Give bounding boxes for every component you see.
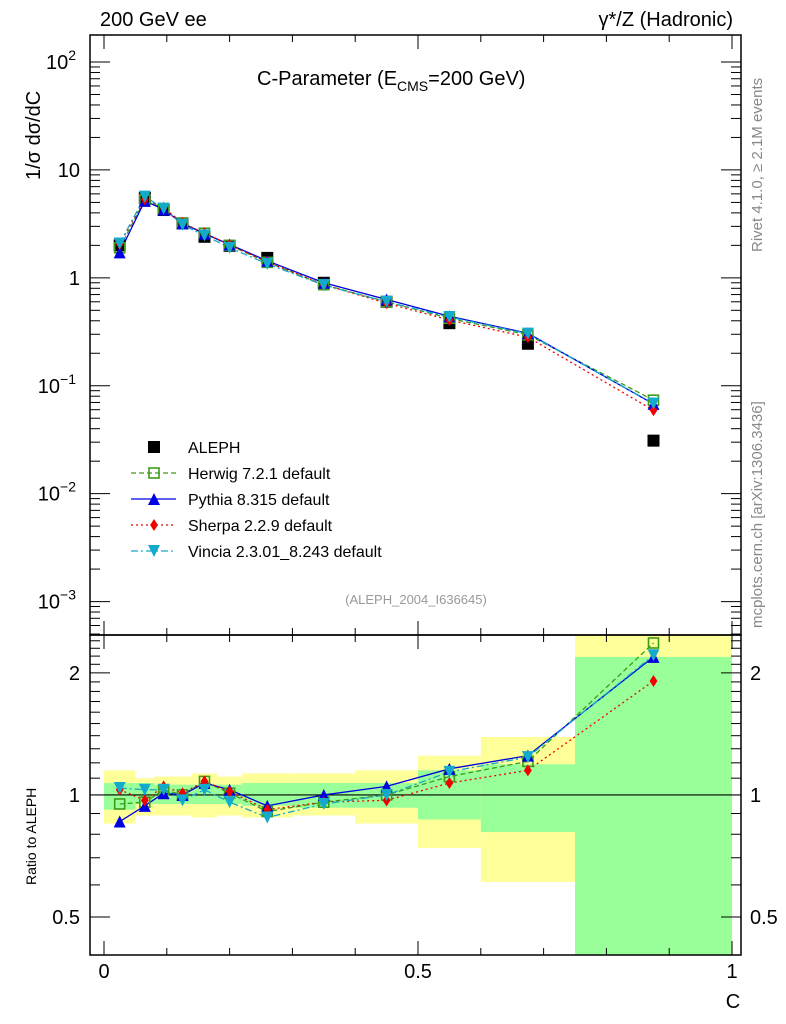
series-marker-main: [443, 311, 456, 324]
x-tick-label: 1: [726, 961, 737, 983]
y-tick-label: 10−3: [38, 587, 76, 614]
series-marker-ratio: [317, 788, 330, 801]
series-marker-ratio: [445, 777, 454, 790]
chart-title: C-Parameter (ECMS=200 GeV): [257, 68, 525, 94]
side-text-bottom: mcplots.cern.ch [arXiv:1306.3436]: [749, 401, 766, 628]
ratio-y-tick-label: 0.5: [52, 907, 80, 929]
data-point-aleph: [647, 434, 660, 447]
series-marker-main: [138, 190, 151, 203]
ratio-y-tick-label: 1: [69, 785, 80, 807]
ratio-y-tick-label: 2: [69, 663, 80, 685]
series-marker-ratio: [524, 764, 532, 777]
ratio-y-tick-label-right: 0.5: [750, 907, 778, 929]
legend-marker: [148, 467, 160, 479]
y-tick-label: 10−1: [38, 371, 76, 398]
series-marker-ratio: [113, 815, 126, 828]
y-axis-label: 1/σ dσ/dC: [23, 91, 45, 180]
header-left: 200 GeV ee: [100, 9, 207, 31]
series-marker-main: [380, 295, 393, 308]
series-marker-ratio: [380, 788, 393, 801]
series-marker-main: [223, 241, 236, 254]
series-marker-main: [521, 327, 534, 340]
x-axis-label: C: [726, 991, 740, 1013]
ratio-y-tick-label-right: 2: [750, 663, 761, 685]
series-marker-ratio: [223, 796, 236, 809]
series-marker-ratio: [140, 794, 149, 807]
y-tick-label: 102: [46, 47, 76, 74]
series-marker-main: [198, 229, 211, 242]
series-marker-main: [157, 202, 170, 215]
legend-label: Sherpa 2.2.9 default: [188, 518, 333, 535]
series-marker-ratio: [113, 782, 126, 795]
series-marker-ratio: [521, 751, 534, 764]
data-point-aleph: [521, 337, 534, 350]
analysis-label: (ALEPH_2004_I636645): [345, 592, 487, 607]
legend-marker-aleph: [148, 441, 160, 453]
legend-marker: [150, 519, 158, 531]
series-marker-ratio: [176, 794, 189, 807]
legend-marker: [148, 545, 160, 557]
series-marker-main: [649, 404, 658, 417]
x-tick-label: 0: [98, 961, 109, 983]
series-marker-ratio: [261, 811, 274, 824]
series-marker-main: [647, 397, 660, 410]
series-line-ratio: [119, 642, 654, 813]
x-tick-label: 0.5: [404, 961, 432, 983]
series-marker-ratio: [317, 797, 330, 810]
series-line-main: [119, 199, 654, 401]
series-marker-ratio: [225, 785, 234, 798]
series-marker-ratio: [647, 637, 660, 649]
series-marker-ratio: [113, 798, 126, 810]
legend-marker: [148, 493, 160, 505]
y-tick-label: 10: [58, 160, 80, 182]
legend-label: Pythia 8.315 default: [188, 492, 330, 509]
ratio-band-stat: [575, 656, 732, 955]
series-marker-ratio: [649, 674, 658, 687]
y-tick-label: 10−2: [38, 479, 76, 506]
series-marker-ratio: [138, 783, 151, 796]
side-text-top: Rivet 4.1.0, ≥ 2.1M events: [749, 78, 766, 252]
header-right: γ*/Z (Hadronic): [599, 9, 733, 31]
series-marker-main: [113, 237, 126, 250]
ratio-y-tick-label-right: 1: [750, 785, 761, 807]
series-marker-ratio: [647, 649, 660, 662]
ratio-y-axis-label: Ratio to ALEPH: [23, 788, 39, 885]
y-tick-label: 1: [69, 268, 80, 290]
series-marker-main: [176, 218, 189, 231]
series-marker-main: [113, 246, 126, 259]
series-marker-ratio: [157, 783, 170, 796]
legend-label: Herwig 7.2.1 default: [188, 466, 331, 483]
legend-label: Vincia 2.3.01_8.243 default: [188, 544, 382, 561]
series-line-ratio: [119, 654, 654, 819]
series-marker-ratio: [443, 765, 456, 778]
series-marker-main: [261, 257, 274, 270]
legend-label: ALEPH: [188, 440, 240, 457]
series-marker-main: [317, 279, 330, 292]
series-marker-ratio: [198, 783, 211, 796]
